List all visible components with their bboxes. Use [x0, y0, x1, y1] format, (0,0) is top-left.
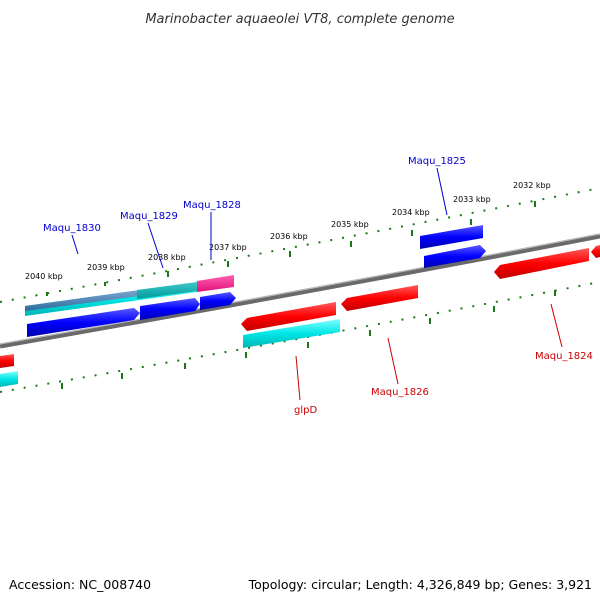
forward-cds-track	[27, 225, 486, 337]
map-title: Marinobacter aquaeolei VT8, complete gen…	[145, 12, 454, 27]
tick-label-2034: 2034 kbp	[392, 208, 430, 217]
gene-label-maqu-1828: Maqu_1828	[183, 200, 241, 211]
reverse-rna-track	[0, 319, 340, 387]
accession-text: Accession: NC_008740	[9, 577, 152, 592]
feature-cyan-reverse	[243, 319, 340, 348]
feature-steel	[25, 290, 140, 311]
gene-label-maqu-1825: Maqu_1825	[408, 156, 466, 167]
cds-maqu-1825-a	[420, 225, 483, 249]
tick-label-2036: 2036 kbp	[270, 232, 308, 241]
cds-right-edge	[591, 245, 600, 258]
cds-maqu-1830	[27, 308, 140, 337]
tick-label-2035: 2035 kbp	[331, 220, 369, 229]
tick-label-2038: 2038 kbp	[148, 253, 186, 262]
label-leaders	[71, 167, 563, 401]
forward-rna-track	[25, 275, 234, 316]
tick-labels: 2040 kbp 2039 kbp 2038 kbp 2037 kbp 2036…	[25, 181, 551, 281]
tick-label-2039: 2039 kbp	[87, 263, 125, 272]
cds-maqu-1825-b	[424, 245, 486, 268]
tick-label-2033: 2033 kbp	[453, 195, 491, 204]
gene-label-glpd: glpD	[294, 405, 317, 416]
cds-maqu-1826	[341, 285, 418, 311]
tick-label-2037: 2037 kbp	[209, 243, 247, 252]
gene-label-maqu-1829: Maqu_1829	[120, 211, 178, 222]
feature-cyan-left	[0, 371, 18, 387]
cds-maqu-1829	[140, 298, 200, 320]
tick-label-2032: 2032 kbp	[513, 181, 551, 190]
feature-teal	[137, 282, 197, 299]
gene-label-maqu-1824: Maqu_1824	[535, 351, 593, 362]
inner-tick-track	[0, 281, 600, 393]
gene-labels: Maqu_1830 Maqu_1829 Maqu_1828 Maqu_1825 …	[43, 156, 593, 416]
gene-label-maqu-1826: Maqu_1826	[371, 387, 429, 398]
outer-tick-track	[0, 187, 600, 303]
genome-summary-text: Topology: circular; Length: 4,326,849 bp…	[248, 577, 592, 592]
cds-maqu-1828	[200, 292, 236, 310]
gene-label-maqu-1830: Maqu_1830	[43, 223, 101, 234]
backbone	[0, 233, 600, 349]
tick-label-2040: 2040 kbp	[25, 272, 63, 281]
cds-left-edge	[0, 354, 14, 368]
cds-glpd	[241, 302, 336, 331]
feature-pink	[197, 275, 234, 292]
reverse-cds-track	[0, 245, 600, 368]
cds-maqu-1824	[494, 248, 589, 279]
